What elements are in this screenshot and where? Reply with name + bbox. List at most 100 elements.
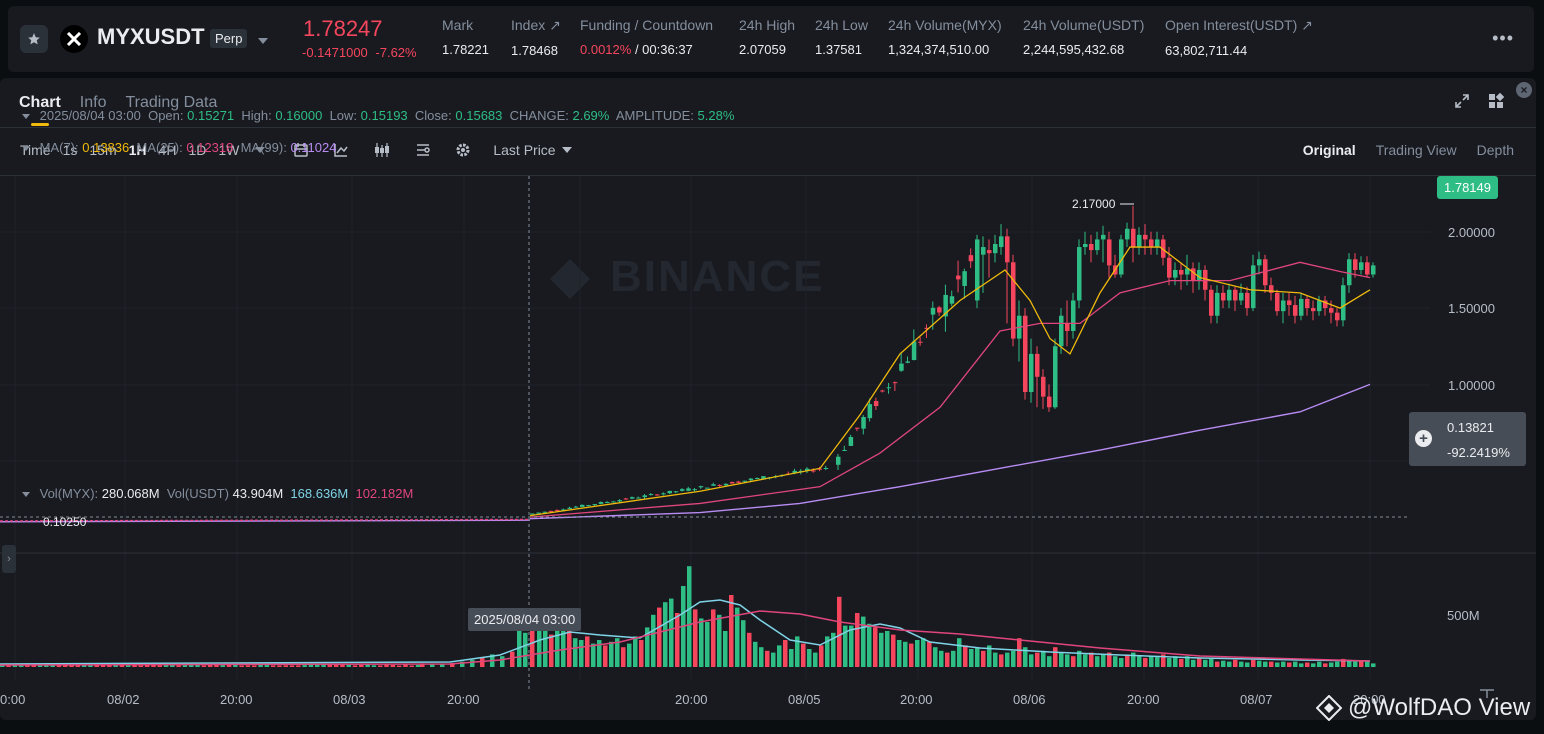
ma25-label: MA(25): xyxy=(136,140,183,155)
candle-body xyxy=(911,341,917,360)
legend-collapse-icon[interactable] xyxy=(22,114,30,120)
side-panel-toggle-icon[interactable]: › xyxy=(2,545,16,573)
volume-legend: Vol(MYX): 280.068M Vol(USDT) 43.904M 168… xyxy=(22,486,413,501)
candle-body xyxy=(1185,268,1190,275)
close-label: Close: xyxy=(414,108,452,123)
interval-time[interactable]: Time xyxy=(20,142,51,158)
volume-bar xyxy=(450,663,455,667)
volume-bar xyxy=(1221,660,1226,667)
volume-bar xyxy=(1359,660,1364,667)
change-label: CHANGE: xyxy=(509,108,569,123)
candle-body xyxy=(530,513,535,515)
interval-1h[interactable]: 1H xyxy=(128,142,147,158)
volume-bar xyxy=(915,640,920,667)
volume-bar xyxy=(789,649,794,667)
volume-bar xyxy=(1041,650,1046,667)
volume-bar xyxy=(1275,662,1280,667)
ma-legend-collapse-icon[interactable] xyxy=(22,146,30,152)
interval-1s[interactable]: 1s xyxy=(62,142,78,158)
candle-body xyxy=(561,509,566,511)
interval-1d[interactable]: 1D xyxy=(188,142,207,158)
candle-body xyxy=(667,490,672,494)
volume-bar xyxy=(855,613,860,667)
stat-value: 2.07059 xyxy=(739,42,786,57)
gear-icon[interactable] xyxy=(455,142,471,158)
volume-bar xyxy=(1299,663,1304,667)
expand-icon[interactable] xyxy=(1454,93,1470,114)
volume-bar xyxy=(1161,654,1166,667)
symbol-dropdown-icon[interactable] xyxy=(258,31,268,49)
candle-body xyxy=(1203,269,1208,290)
tab-trading-data[interactable]: Trading Data xyxy=(125,94,218,111)
candle-body xyxy=(1191,268,1196,281)
volume-axis-label: 500M xyxy=(1447,608,1480,623)
volume-bar xyxy=(1323,663,1328,667)
candle-body xyxy=(755,477,760,479)
volume-bar xyxy=(1185,656,1190,667)
view-original[interactable]: Original xyxy=(1302,142,1356,158)
ohlc-legend: 2025/08/04 03:00 Open: 0.15271 High: 0.1… xyxy=(22,108,734,123)
time-axis-label: 08/07 xyxy=(1240,692,1273,707)
candle-body xyxy=(1083,244,1088,248)
volume-bar xyxy=(460,661,465,667)
volume-bar xyxy=(440,663,445,667)
volume-bar xyxy=(1059,652,1064,667)
volume-bar xyxy=(765,650,770,667)
volume-bar xyxy=(1095,656,1100,667)
candle-body xyxy=(536,512,541,514)
volume-bar xyxy=(987,645,992,667)
close-icon[interactable]: × xyxy=(1516,82,1532,98)
volume-bar xyxy=(969,649,974,667)
add-alert-icon[interactable]: + xyxy=(1415,430,1432,447)
candle-body xyxy=(823,467,829,469)
volume-bar xyxy=(245,665,251,667)
ma25-value: 0.12318 xyxy=(186,140,234,155)
volume-bar xyxy=(176,665,181,667)
volume-bar xyxy=(390,664,396,667)
chart-settings-icon[interactable] xyxy=(415,142,431,158)
volume-bar xyxy=(597,640,602,667)
candle-type-icon[interactable] xyxy=(373,142,391,158)
more-options-icon[interactable]: ••• xyxy=(1492,28,1514,48)
volume-bar xyxy=(897,640,902,667)
candle-body xyxy=(1281,300,1286,312)
candle-body xyxy=(1071,300,1076,331)
indicator-icon[interactable] xyxy=(333,142,349,158)
volume-bar xyxy=(50,664,55,667)
tab-chart[interactable]: Chart xyxy=(19,94,61,111)
tab-info[interactable]: Info xyxy=(79,94,107,111)
volume-bar xyxy=(0,664,5,667)
stat-label: Funding / Countdown xyxy=(580,17,714,33)
calendar-icon[interactable] xyxy=(293,142,309,158)
volume-bar xyxy=(975,647,980,667)
volume-bar xyxy=(1047,656,1052,667)
volume-bar xyxy=(561,629,566,667)
interval-15m[interactable]: 15m xyxy=(89,142,117,158)
view-trading-view[interactable]: Trading View xyxy=(1375,142,1457,158)
candle-body xyxy=(1023,315,1028,393)
interval-4h[interactable]: 4H xyxy=(158,142,177,158)
price-type-select[interactable]: Last Price xyxy=(493,142,572,158)
candle-body xyxy=(817,468,822,470)
stat-24h-low: 24h Low 1.37581 xyxy=(815,17,868,57)
view-depth[interactable]: Depth xyxy=(1476,142,1514,158)
stat-index[interactable]: Index ↗ 1.78468 xyxy=(511,17,561,58)
favorite-star-icon[interactable] xyxy=(20,25,48,53)
candle-body xyxy=(1029,353,1034,393)
interval-1w[interactable]: 1W xyxy=(218,142,240,158)
vol-legend-collapse-icon[interactable] xyxy=(22,492,30,498)
interval-dropdown-icon[interactable] xyxy=(255,147,266,153)
amplitude-label: AMPLITUDE: xyxy=(615,108,694,123)
volume-bar xyxy=(132,664,137,667)
ma7-label: MA(7): xyxy=(39,140,79,155)
candle-body xyxy=(836,456,841,465)
volume-bar xyxy=(220,665,225,667)
stat-open-interest[interactable]: Open Interest(USDT) ↗ 63,802,711.44 xyxy=(1165,17,1313,58)
candle-body xyxy=(1323,300,1328,309)
stat-label: 24h Volume(MYX) xyxy=(888,17,1002,33)
symbol-name[interactable]: MYXUSDT xyxy=(97,24,205,49)
layout-grid-icon[interactable] xyxy=(1488,92,1505,114)
volume-bar xyxy=(981,650,986,667)
volume-bar xyxy=(1029,654,1034,667)
